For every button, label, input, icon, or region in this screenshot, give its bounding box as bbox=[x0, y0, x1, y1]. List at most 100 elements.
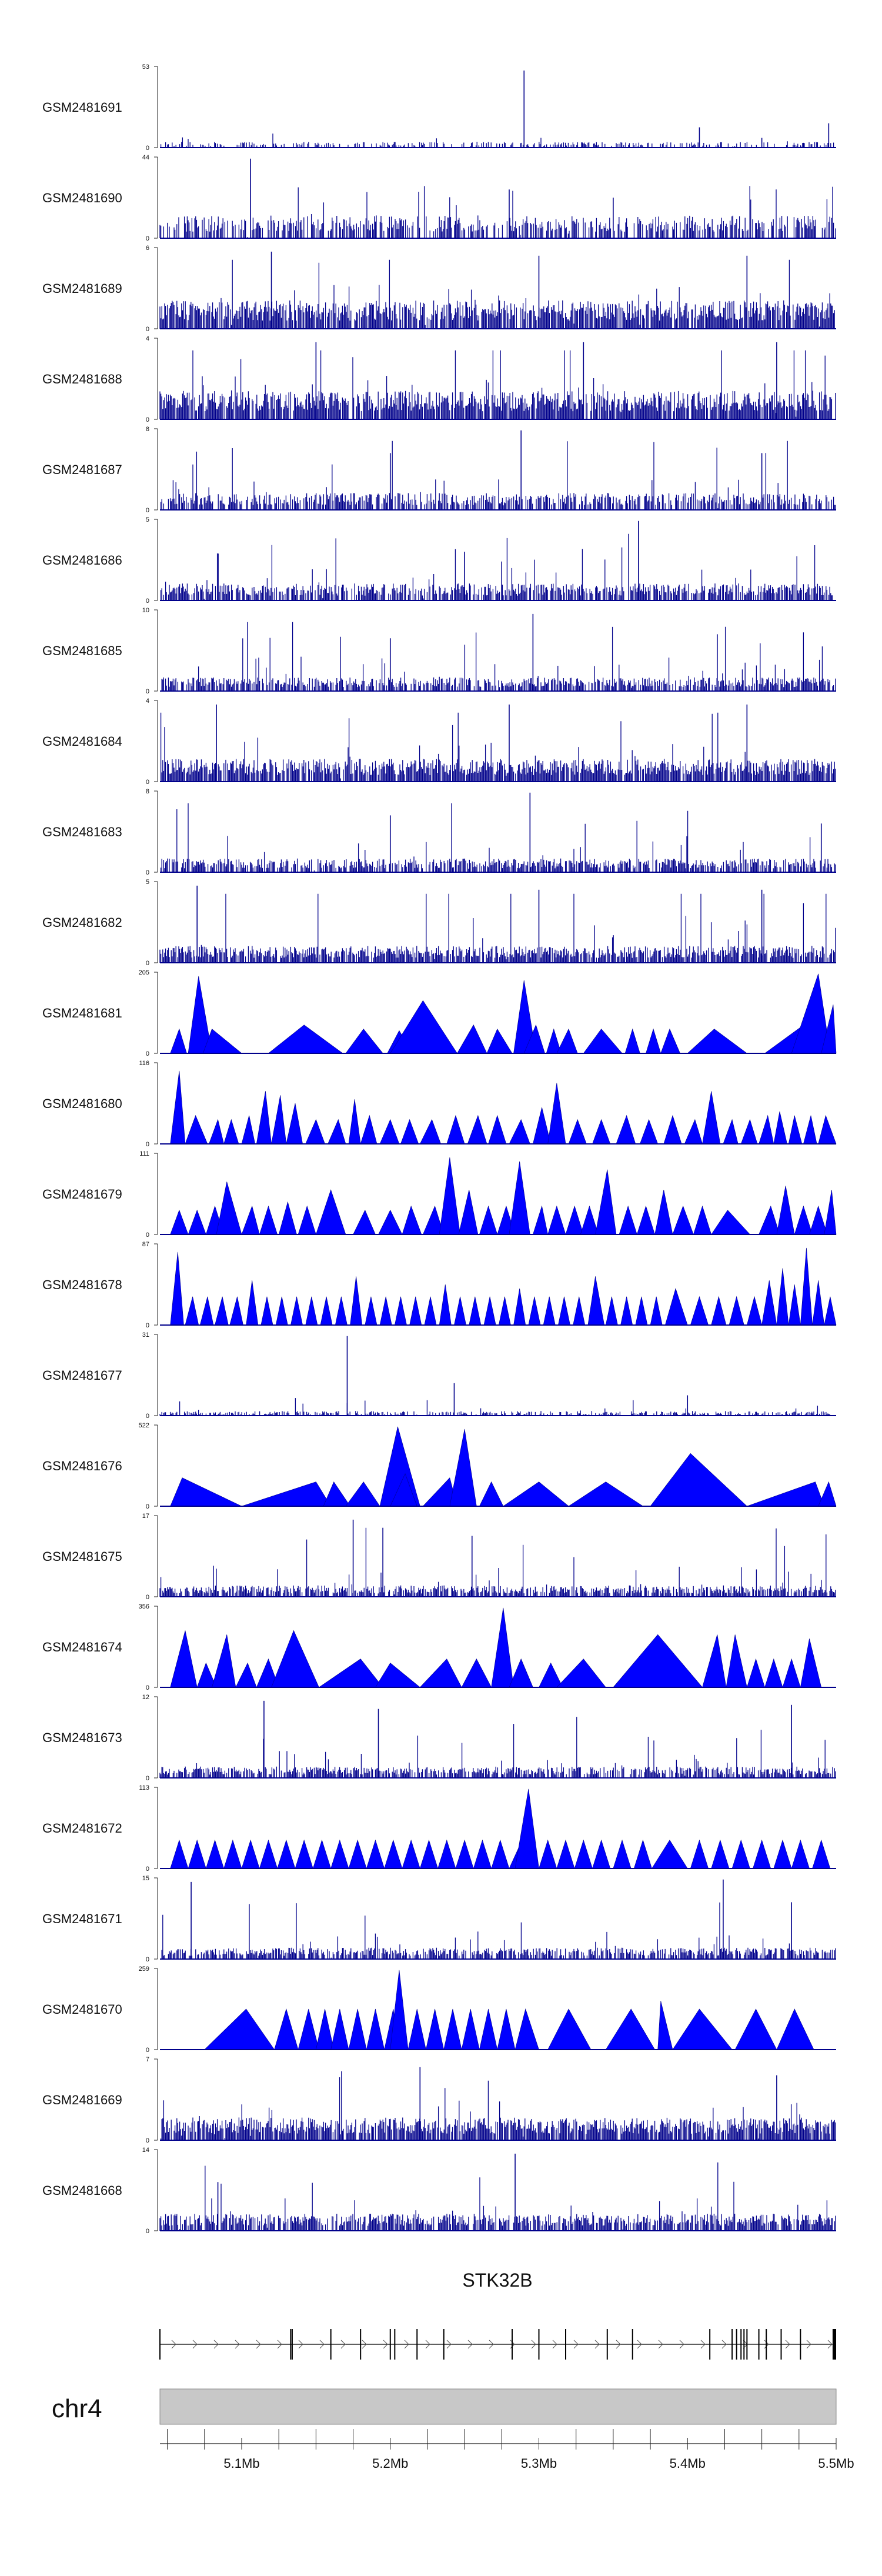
track-gsm2481681: GSM2481681 205 0 bbox=[42, 969, 837, 1057]
peak-mark bbox=[539, 1662, 563, 1688]
peak-mark bbox=[711, 1839, 730, 1869]
peak-mark bbox=[514, 2008, 539, 2050]
peak-mark bbox=[547, 2008, 592, 2050]
peak-mark bbox=[188, 1209, 206, 1235]
track-gsm2481680: GSM2481680 116 0 bbox=[42, 1060, 837, 1148]
peak-mark bbox=[170, 1252, 184, 1326]
peak-mark bbox=[202, 1029, 242, 1054]
strand-arrow-icon bbox=[785, 2340, 790, 2349]
peak-mark bbox=[335, 1296, 348, 1326]
strand-arrow-icon bbox=[425, 2340, 430, 2349]
peak-mark bbox=[277, 1839, 296, 1869]
signal-coverage bbox=[159, 1717, 836, 1778]
peak-mark bbox=[486, 1028, 513, 1054]
peak-mark bbox=[467, 1115, 487, 1144]
signal-coverage bbox=[160, 134, 834, 148]
strand-arrow-icon bbox=[700, 2340, 706, 2349]
track-gsm2481672: GSM2481672 113 0 bbox=[42, 1784, 836, 1873]
peak-mark bbox=[788, 1115, 803, 1144]
peak-mark bbox=[443, 2008, 462, 2050]
y-min-label: 0 bbox=[146, 1322, 149, 1329]
peak-mark bbox=[532, 1205, 549, 1235]
peak-mark bbox=[479, 1205, 498, 1235]
track-label: GSM2481677 bbox=[42, 1368, 122, 1383]
track-gsm2481690: GSM2481690 44 0 bbox=[42, 154, 836, 242]
chromosome-axis: chr4 5.1Mb 5.2Mb 5.3Mb 5.4Mb 5.5Mb bbox=[52, 2388, 854, 2471]
signal-coverage bbox=[160, 441, 836, 510]
track-gsm2481685: GSM2481685 10 0 bbox=[42, 607, 836, 695]
peak-mark bbox=[366, 1839, 385, 1869]
y-max-label: 10 bbox=[142, 607, 149, 614]
peak-mark bbox=[731, 1839, 750, 1869]
peak-mark bbox=[684, 1119, 703, 1144]
track-label: GSM2481681 bbox=[42, 1006, 122, 1020]
strand-arrow-icon bbox=[679, 2340, 684, 2349]
y-min-label: 0 bbox=[146, 1594, 149, 1601]
track-label: GSM2481679 bbox=[42, 1187, 122, 1202]
y-max-label: 4 bbox=[146, 698, 149, 705]
peak-mark bbox=[729, 1296, 744, 1326]
signal-coverage bbox=[160, 2071, 836, 2140]
y-min-label: 0 bbox=[146, 869, 149, 876]
y-min-label: 0 bbox=[146, 2137, 149, 2144]
peak-mark bbox=[170, 1630, 198, 1688]
x-tick-label: 5.1Mb bbox=[223, 2456, 259, 2471]
peak-mark bbox=[747, 1481, 825, 1507]
peak-mark bbox=[170, 1070, 186, 1144]
peak-mark bbox=[394, 1296, 407, 1326]
peak-mark bbox=[556, 1659, 606, 1688]
peak-mark bbox=[479, 1481, 504, 1507]
y-min-label: 0 bbox=[146, 416, 149, 423]
peak-mark bbox=[702, 1091, 721, 1144]
peak-mark bbox=[773, 1839, 792, 1869]
peak-mark bbox=[513, 1288, 526, 1326]
peak-mark bbox=[759, 1205, 780, 1235]
strand-arrow-icon bbox=[235, 2340, 240, 2349]
peak-mark bbox=[672, 2008, 733, 2050]
y-min-label: 0 bbox=[146, 1866, 149, 1873]
track-label: GSM2481676 bbox=[42, 1459, 122, 1473]
track-gsm2481688: GSM2481688 4 0 bbox=[42, 335, 836, 423]
peak-mark bbox=[812, 1280, 825, 1326]
peak-mark bbox=[461, 2008, 480, 2050]
peak-mark bbox=[295, 1839, 313, 1869]
x-tick-label: 5.3Mb bbox=[521, 2456, 557, 2471]
peak-mark bbox=[366, 2008, 385, 2050]
track-gsm2481691: GSM2481691 53 0 bbox=[42, 64, 836, 152]
peak-mark bbox=[824, 1296, 837, 1326]
strand-arrow-icon bbox=[446, 2340, 452, 2349]
y-min-label: 0 bbox=[146, 145, 149, 152]
peak-mark bbox=[509, 1161, 530, 1235]
signal-coverage bbox=[161, 1902, 836, 1959]
gene-label: STK32B bbox=[462, 2270, 532, 2291]
y-max-label: 522 bbox=[139, 1422, 149, 1429]
peak-mark bbox=[726, 1634, 747, 1688]
peak-mark bbox=[312, 1839, 332, 1869]
peak-mark bbox=[568, 1119, 587, 1144]
x-tick-label: 5.4Mb bbox=[670, 2456, 706, 2471]
peak-mark bbox=[316, 2008, 335, 2050]
y-max-label: 205 bbox=[139, 969, 149, 976]
track-label: GSM2481683 bbox=[42, 825, 122, 839]
peak-mark bbox=[375, 1663, 421, 1688]
track-gsm2481674: GSM2481674 356 0 bbox=[42, 1603, 836, 1691]
signal-coverage bbox=[159, 1398, 830, 1416]
peak-mark bbox=[298, 2008, 319, 2050]
peak-mark bbox=[687, 1029, 748, 1054]
peak-mark bbox=[568, 1481, 644, 1507]
peak-mark bbox=[348, 2008, 367, 2050]
peak-mark bbox=[556, 1028, 578, 1054]
peak-mark bbox=[246, 1280, 259, 1326]
peak-mark bbox=[350, 1276, 363, 1326]
strand-arrow-icon bbox=[552, 2340, 557, 2349]
peak-mark bbox=[449, 1429, 477, 1507]
peak-mark bbox=[424, 1296, 437, 1326]
peak-mark bbox=[619, 1205, 637, 1235]
peak-mark bbox=[764, 1658, 783, 1688]
peak-mark bbox=[711, 1210, 751, 1235]
peak-mark bbox=[378, 1209, 403, 1235]
y-max-label: 111 bbox=[139, 1150, 149, 1157]
peak-mark bbox=[613, 1634, 703, 1688]
peak-mark bbox=[812, 1839, 831, 1869]
strand-arrow-icon bbox=[171, 2340, 176, 2349]
